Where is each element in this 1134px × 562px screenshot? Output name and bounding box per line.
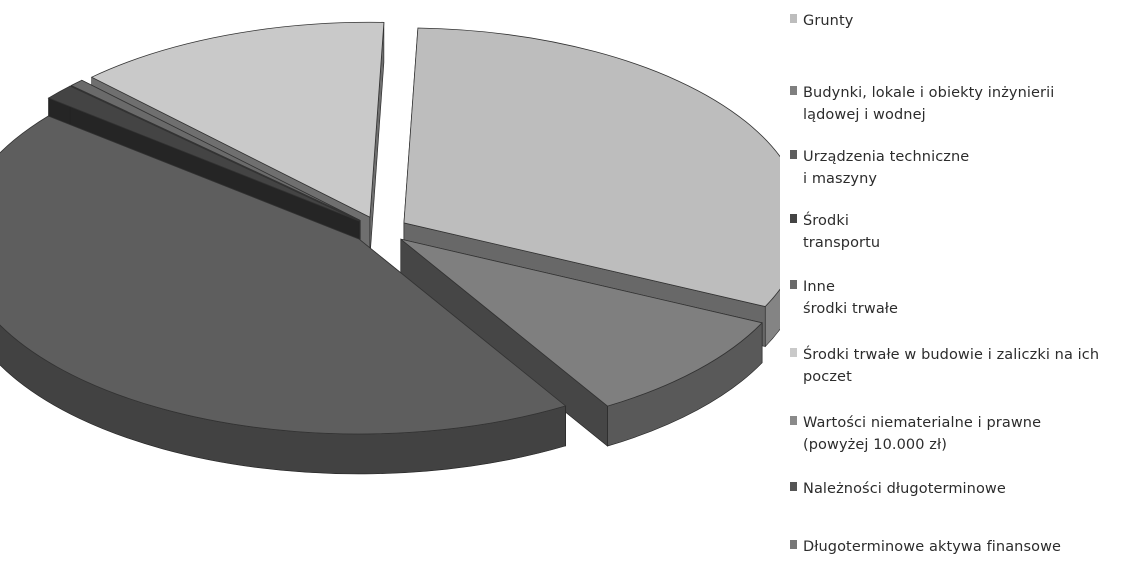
legend-item-inne: Inne środki trwałe <box>790 276 1130 320</box>
legend-label-grunty: Grunty <box>803 13 854 29</box>
pie-chart-area <box>0 21 780 475</box>
legend-label-srodki-transportu: Środki transportu <box>803 213 881 251</box>
legend-item-urzadzenia: Urządzenia techniczne i maszyny <box>790 146 1130 190</box>
legend-item-budynki: Budynki, lokale i obiekty inżynierii ląd… <box>790 82 1130 126</box>
legend-label-wartosci-niematerialne: Wartości niematerialne i prawne (powyżej… <box>803 415 1042 453</box>
legend-swatch-urzadzenia <box>790 150 797 159</box>
legend-item-aktywa-finansowe: Długoterminowe aktywa finansowe <box>790 536 1130 558</box>
pie-slice-3 <box>47 85 360 222</box>
pie-slice-5 <box>90 21 385 218</box>
legend-swatch-inne <box>790 280 797 289</box>
legend-item-naleznosci: Należności długoterminowe <box>790 478 1130 500</box>
legend-label-budynki: Budynki, lokale i obiekty inżynierii ląd… <box>803 85 1055 123</box>
legend-item-grunty: Grunty <box>790 10 1130 32</box>
legend-item-wartosci-niematerialne: Wartości niematerialne i prawne (powyżej… <box>790 412 1130 456</box>
pie-chart <box>0 21 780 475</box>
legend-swatch-aktywa-finansowe <box>790 540 797 549</box>
legend-item-srodki-transportu: Środki transportu <box>790 210 1130 254</box>
legend-label-inne: Inne środki trwałe <box>803 279 899 317</box>
legend-swatch-w-budowie <box>790 348 797 357</box>
pie-slice-4 <box>70 79 361 221</box>
legend-swatch-budynki <box>790 86 797 95</box>
legend-label-w-budowie: Środki trwałe w budowie i zaliczki na ic… <box>803 347 1100 385</box>
legend-label-urzadzenia: Urządzenia techniczne i maszyny <box>803 149 970 187</box>
pie-slice-0-side-0 <box>764 288 780 348</box>
legend-label-naleznosci: Należności długoterminowe <box>803 481 1006 497</box>
legend-swatch-grunty <box>790 14 797 23</box>
legend-swatch-wartosci-niematerialne <box>790 416 797 425</box>
legend-item-w-budowie: Środki trwałe w budowie i zaliczki na ic… <box>790 344 1130 388</box>
legend-swatch-srodki-transportu <box>790 214 797 223</box>
legend-swatch-naleznosci <box>790 482 797 491</box>
legend: Grunty Budynki, lokale i obiekty inżynie… <box>790 0 1130 562</box>
pie-slice-0 <box>403 27 780 307</box>
pie-slice-1 <box>400 238 763 407</box>
legend-label-aktywa-finansowe: Długoterminowe aktywa finansowe <box>803 539 1062 555</box>
pie-slice-2 <box>0 115 567 435</box>
